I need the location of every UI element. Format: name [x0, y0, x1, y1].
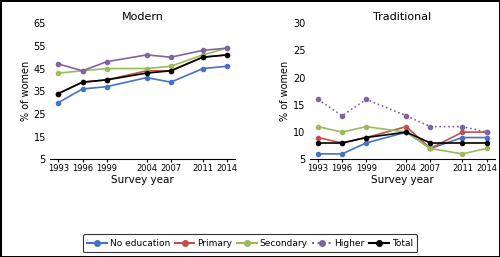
X-axis label: Survey year: Survey year [112, 175, 174, 185]
Y-axis label: % of women: % of women [20, 61, 30, 121]
X-axis label: Survey year: Survey year [371, 175, 434, 185]
Legend: No education, Primary, Secondary, Higher, Total: No education, Primary, Secondary, Higher… [82, 234, 417, 252]
Y-axis label: % of women: % of women [280, 61, 290, 121]
Title: Modern: Modern [122, 12, 164, 22]
Title: Traditional: Traditional [373, 12, 432, 22]
